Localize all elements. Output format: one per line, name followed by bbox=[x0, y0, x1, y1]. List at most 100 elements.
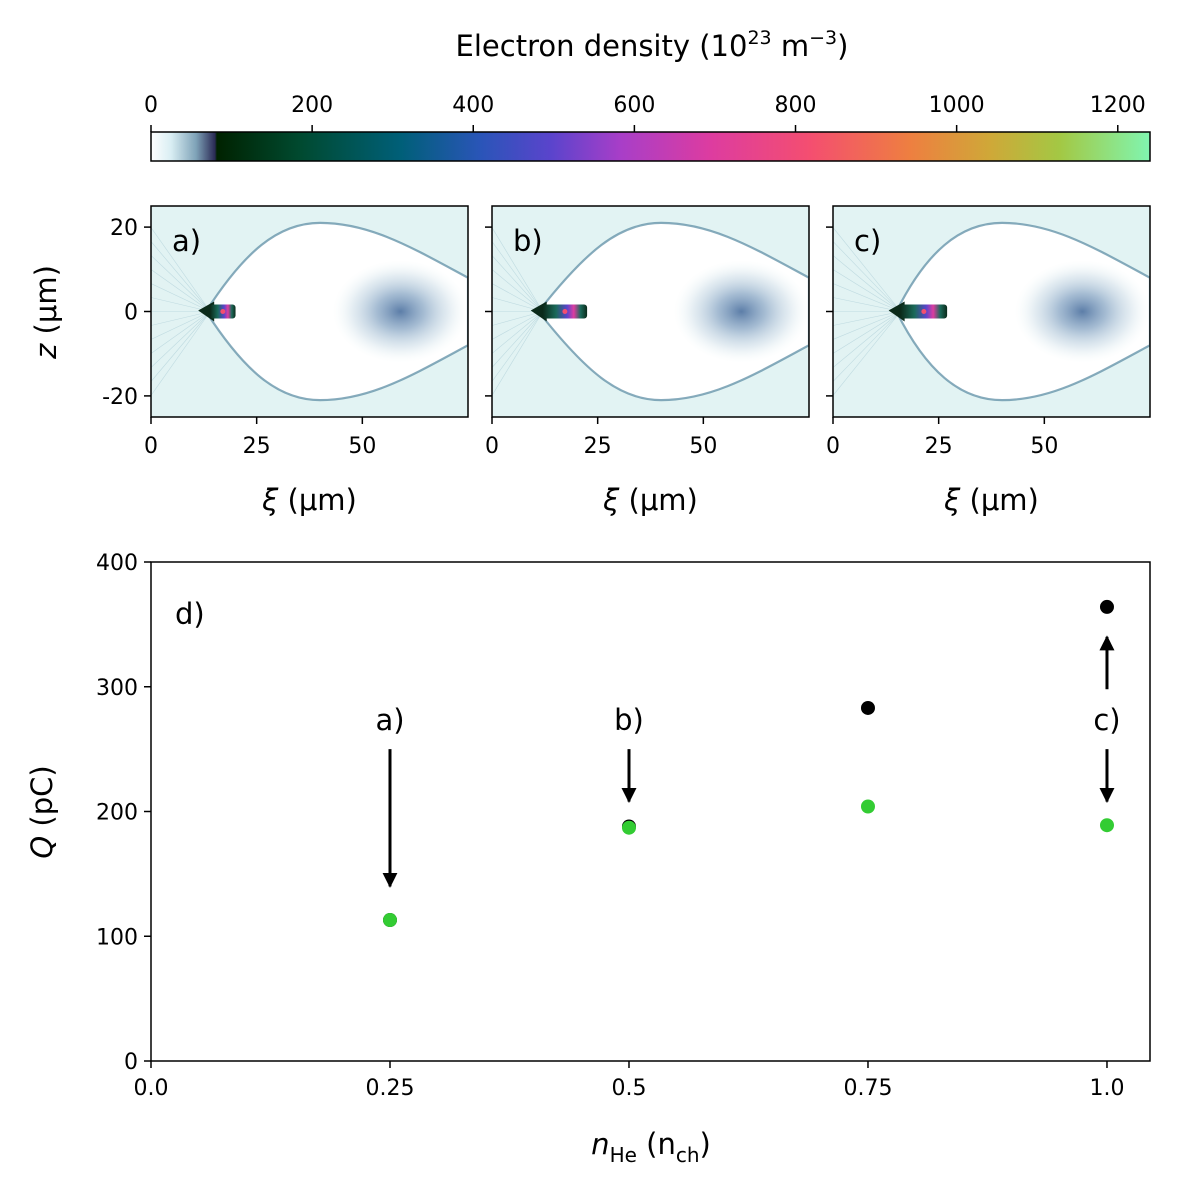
density-panel-2: b) 0 25 50 ξ (μm) bbox=[485, 205, 810, 517]
plasma-streak bbox=[151, 311, 211, 326]
colorbar-tick-label: 400 bbox=[452, 93, 494, 118]
plasma-streak bbox=[833, 255, 901, 312]
charge-scatter-chart: d) 0.0 0.25 0.5 0.75 1.0 0 100 200 300 400 a) b) c)… bbox=[25, 551, 1151, 1167]
xi-symbol: ξ bbox=[943, 483, 961, 517]
x-unit: (μm) bbox=[960, 483, 1039, 517]
x-tick-label: 0.75 bbox=[843, 1076, 892, 1101]
plasma-streak bbox=[151, 227, 211, 312]
scatter-points bbox=[382, 599, 1114, 928]
x-tick-label: 0.0 bbox=[134, 1076, 169, 1101]
point-total bbox=[860, 700, 875, 715]
plasma-streak bbox=[492, 311, 543, 396]
density-panel-3: c) 0 25 50 ξ (μm) bbox=[826, 205, 1151, 517]
drive-beam bbox=[1014, 260, 1150, 363]
x-tick-label: 0 bbox=[826, 434, 840, 459]
bunch-peak bbox=[562, 309, 568, 314]
plasma-streak bbox=[833, 283, 901, 312]
x-tick-label: 0.5 bbox=[611, 1076, 646, 1101]
xi-symbol: ξ bbox=[261, 483, 279, 517]
plasma-streak bbox=[151, 255, 211, 312]
panel-label-d: d) bbox=[175, 597, 205, 631]
colorbar-tick-label: 1000 bbox=[929, 93, 985, 118]
point-selected bbox=[1099, 818, 1114, 833]
plasma-streak bbox=[492, 283, 543, 312]
plasma-streak bbox=[492, 311, 543, 368]
x-tick-label: 25 bbox=[925, 434, 953, 459]
x-tick-label: 50 bbox=[689, 434, 717, 459]
plasma-streak bbox=[833, 311, 901, 368]
x-axis-label: nHe (nch) bbox=[591, 1127, 711, 1167]
x-tick-label: 25 bbox=[584, 434, 612, 459]
panel-x-label: ξ (μm) bbox=[943, 483, 1039, 517]
bunch-tail bbox=[888, 301, 905, 322]
point-selected bbox=[621, 820, 636, 835]
y-tick-label: 0 bbox=[124, 1050, 138, 1075]
annotation-label: c) bbox=[1093, 703, 1120, 737]
y-tick-label: 20 bbox=[110, 216, 138, 241]
z-symbol: z bbox=[29, 343, 63, 360]
plasma-streak bbox=[492, 311, 543, 354]
plasma-streak bbox=[833, 311, 901, 326]
y-tick-label: 300 bbox=[96, 676, 138, 701]
panel-label: c) bbox=[854, 224, 881, 258]
x-tick-label: 0 bbox=[485, 434, 499, 459]
panel-x-label: ξ (μm) bbox=[602, 483, 698, 517]
colorbar-title: Electron density (1023 m−3) bbox=[456, 27, 849, 63]
colorbar-tick-label: 0 bbox=[144, 93, 158, 118]
plasma-streak bbox=[492, 269, 543, 312]
plot-area bbox=[150, 561, 1151, 1062]
colorbar-tick-label: 200 bbox=[291, 93, 333, 118]
colorbar-tick-label: 1200 bbox=[1090, 93, 1146, 118]
x-tick-label: 1.0 bbox=[1089, 1076, 1124, 1101]
plasma-streak bbox=[492, 311, 543, 340]
plasma-streak bbox=[492, 227, 543, 312]
point-selected bbox=[382, 913, 397, 928]
x-tick-label: 50 bbox=[348, 434, 376, 459]
bunch-peak bbox=[921, 309, 927, 314]
plasma-streak bbox=[151, 311, 211, 382]
x-tick-label: 0.25 bbox=[366, 1076, 415, 1101]
y-tick-label: 0 bbox=[124, 301, 138, 326]
plasma-streak bbox=[833, 311, 901, 396]
y-tick-label: 200 bbox=[96, 801, 138, 826]
colorbar: Electron density (1023 m−3) 0 200 400 600 80… bbox=[144, 27, 1151, 162]
x-tick-label: 25 bbox=[243, 434, 271, 459]
colorbar-tick-label: 600 bbox=[613, 93, 655, 118]
plasma-streak bbox=[151, 297, 211, 312]
plasma-streak bbox=[492, 311, 543, 382]
annotation-label: b) bbox=[614, 703, 644, 737]
panel-label: a) bbox=[172, 224, 201, 258]
plasma-streak bbox=[151, 311, 211, 368]
colorbar-ticks: 0 200 400 600 800 1000 1200 bbox=[144, 93, 1146, 132]
colorbar-gradient bbox=[150, 131, 1151, 162]
point-total bbox=[1099, 599, 1114, 614]
drive-beam bbox=[332, 260, 468, 363]
drive-beam bbox=[673, 260, 809, 363]
plasma-streak bbox=[492, 311, 543, 326]
plasma-streak bbox=[833, 227, 901, 312]
plasma-streak bbox=[492, 255, 543, 312]
panel-content bbox=[151, 206, 468, 417]
panel-y-label: z (μm) bbox=[29, 265, 63, 360]
plasma-streak bbox=[492, 241, 543, 312]
plasma-streak bbox=[833, 241, 901, 312]
annotation-label: a) bbox=[375, 703, 404, 737]
y-tick-label: 400 bbox=[96, 551, 138, 576]
y-unit: (μm) bbox=[29, 265, 63, 344]
scatter-ticks: 0.0 0.25 0.5 0.75 1.0 0 100 200 300 400 bbox=[96, 551, 1124, 1101]
scatter-annotations: a) b) c) bbox=[375, 635, 1121, 888]
x-unit: (μm) bbox=[619, 483, 698, 517]
plasma-streak bbox=[833, 269, 901, 312]
panel-label: b) bbox=[513, 224, 543, 258]
bunch-peak bbox=[220, 309, 226, 314]
plasma-streak bbox=[833, 311, 901, 340]
y-tick-label: 100 bbox=[96, 925, 138, 950]
x-tick-label: 50 bbox=[1030, 434, 1058, 459]
x-unit: (μm) bbox=[278, 483, 357, 517]
plasma-streak bbox=[151, 311, 211, 396]
bunch-tail bbox=[198, 301, 215, 322]
plasma-streak bbox=[833, 297, 901, 312]
density-panels: a)0 25 50ξ (μm)200-20b)0 25 50ξ (μm)c)0 25 50ξ… bbox=[29, 205, 1151, 517]
plasma-streak bbox=[151, 283, 211, 312]
